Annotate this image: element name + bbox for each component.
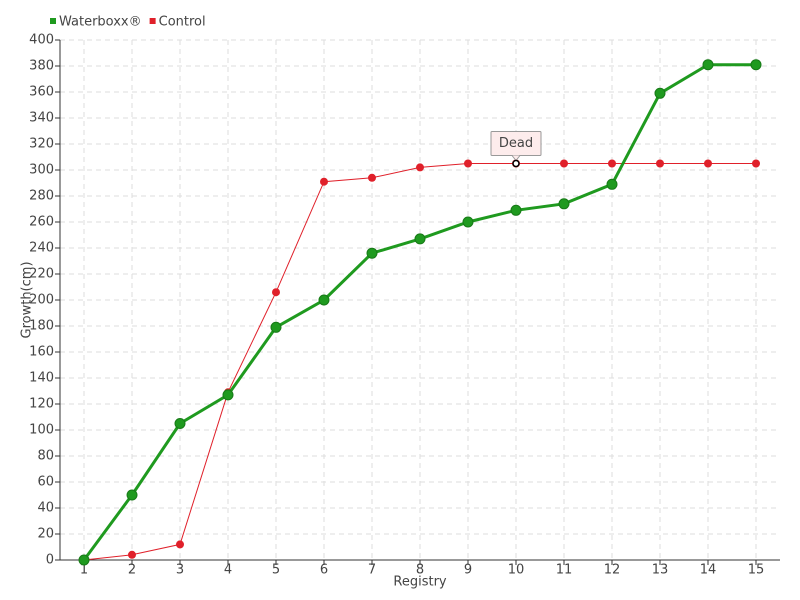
y-tick-label: 100 xyxy=(29,423,54,438)
y-tick-label: 0 xyxy=(46,553,54,568)
x-tick-label: 13 xyxy=(652,563,669,578)
data-point xyxy=(510,204,522,216)
legend-swatch xyxy=(50,18,56,24)
data-point xyxy=(176,540,184,549)
x-tick-label: 3 xyxy=(176,563,184,578)
data-point xyxy=(174,418,186,429)
y-tick-label: 360 xyxy=(29,85,54,100)
data-point xyxy=(750,59,762,71)
y-tick-label: 20 xyxy=(37,527,54,542)
legend-label: Control xyxy=(159,15,206,30)
legend-label: Waterboxx® xyxy=(59,15,142,30)
x-tick-label: 15 xyxy=(748,563,765,578)
y-tick-label: 400 xyxy=(29,33,54,48)
x-tick-label: 5 xyxy=(272,563,280,578)
data-point xyxy=(78,554,90,566)
annotation-text: Dead xyxy=(499,136,533,151)
data-point xyxy=(318,294,330,306)
y-tick-label: 340 xyxy=(29,111,54,126)
x-tick-label: 4 xyxy=(224,563,232,578)
x-tick-label: 2 xyxy=(128,563,136,578)
x-tick-label: 11 xyxy=(556,563,573,578)
y-tick-label: 260 xyxy=(29,215,54,230)
y-tick-label: 180 xyxy=(29,319,54,334)
y-tick-label: 200 xyxy=(29,293,54,308)
x-tick-label: 1 xyxy=(80,563,88,578)
data-point xyxy=(416,163,424,172)
y-tick-label: 320 xyxy=(29,137,54,152)
x-tick-label: 6 xyxy=(320,563,328,578)
x-tick-label: 14 xyxy=(700,563,717,578)
data-point xyxy=(654,87,666,99)
data-point xyxy=(608,159,616,168)
x-axis-label: Registry xyxy=(393,575,447,590)
y-tick-label: 140 xyxy=(29,371,54,386)
y-tick-label: 60 xyxy=(37,475,54,490)
data-point xyxy=(320,177,328,186)
y-tick-label: 380 xyxy=(29,59,54,74)
data-point xyxy=(558,198,570,210)
y-tick-label: 160 xyxy=(29,345,54,360)
data-point xyxy=(222,389,234,401)
y-tick-label: 240 xyxy=(29,241,54,256)
data-point xyxy=(368,173,376,182)
data-point xyxy=(270,321,282,333)
x-tick-label: 12 xyxy=(604,563,621,578)
data-point xyxy=(128,550,136,559)
y-tick-label: 40 xyxy=(37,501,54,516)
data-point xyxy=(656,159,664,168)
x-tick-label: 10 xyxy=(508,563,525,578)
y-tick-label: 220 xyxy=(29,267,54,282)
data-point xyxy=(752,159,760,168)
data-point xyxy=(272,288,280,297)
y-axis-label: Growth(cm) xyxy=(20,261,35,338)
data-point xyxy=(462,216,474,228)
y-tick-label: 300 xyxy=(29,163,54,178)
x-tick-label: 9 xyxy=(464,563,472,578)
y-tick-label: 280 xyxy=(29,189,54,204)
data-point xyxy=(704,159,712,168)
data-point xyxy=(414,233,426,245)
x-tick-label: 8 xyxy=(416,563,424,578)
y-tick-label: 80 xyxy=(37,449,54,464)
data-point xyxy=(464,159,472,168)
data-point xyxy=(560,159,568,168)
data-point xyxy=(126,489,138,501)
x-tick-label: 7 xyxy=(368,563,376,578)
data-point xyxy=(702,59,714,71)
data-point xyxy=(606,178,618,190)
data-point xyxy=(366,247,378,259)
y-tick-label: 120 xyxy=(29,397,54,412)
legend-swatch xyxy=(149,18,156,24)
annotation-marker xyxy=(512,159,520,168)
annotation: Dead xyxy=(490,131,542,168)
